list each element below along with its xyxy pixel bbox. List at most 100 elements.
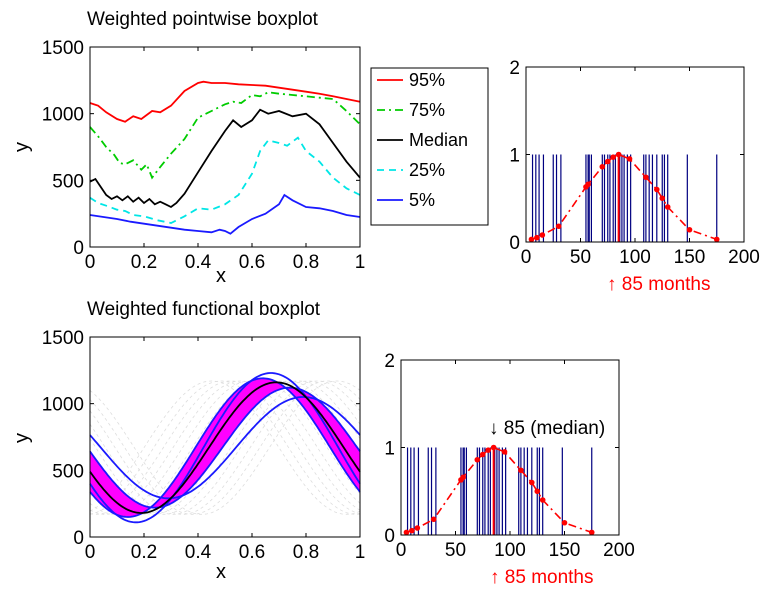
- pointwise-xtick-label: 0: [85, 252, 96, 273]
- series-line-95pct: [89, 80, 361, 123]
- legend-label: Median: [409, 130, 468, 150]
- weights-bottom-weight-curve: [406, 446, 593, 534]
- pointwise-ytick-label: 500: [52, 171, 84, 192]
- functional-xtick-label: 0: [85, 542, 96, 563]
- functional-background-curve: [89, 380, 361, 515]
- weights-top-weight-point: [659, 195, 666, 202]
- functional-xlabel: x: [216, 561, 226, 583]
- weights-bottom-xtick-label: 200: [603, 540, 635, 561]
- functional-background-curve: [89, 380, 361, 515]
- weights-bottom-ytick-label: 1: [384, 439, 395, 460]
- weights-bottom-weight-point: [518, 467, 524, 474]
- functional-background-curve: [89, 380, 361, 515]
- weights-top-xtick-label: 100: [619, 247, 651, 268]
- weights-bottom-weight-point: [501, 449, 508, 455]
- weights-top-weight-point: [654, 186, 660, 193]
- legend-box: [370, 67, 489, 226]
- functional-ylabel: y: [11, 433, 33, 443]
- weights-bottom-xtick-label: 100: [494, 540, 526, 561]
- functional-xtick-label: 0.6: [239, 542, 265, 563]
- weights-bottom-weight-point: [414, 525, 421, 531]
- weights-bottom-weight-point: [479, 451, 486, 458]
- functional-envelope-curve: [89, 372, 361, 524]
- functional-axes-box: [89, 336, 361, 538]
- weights-top-weight-point: [615, 151, 622, 158]
- weights-top-weight-point: [599, 163, 606, 170]
- legend-label: 95%: [409, 70, 445, 90]
- functional-background-curve: [89, 380, 361, 515]
- legend-label: 5%: [409, 190, 435, 210]
- functional-median-curve: [89, 381, 361, 514]
- weights-top-axes-box: [525, 66, 745, 243]
- pointwise-ticks: 0 0.2 0.4 0.6 0.8 1 0 500 1000 1500: [42, 38, 366, 273]
- weights-bottom-weight-point: [529, 479, 535, 486]
- series-line-25pct: [89, 136, 361, 224]
- weights-top-weight-point: [664, 204, 671, 210]
- weights-bottom-ytick-label: 0: [384, 526, 395, 547]
- weights-bottom-weight-point: [460, 474, 466, 481]
- pointwise-legend: 95% 75% Median 25% 5%: [370, 67, 489, 226]
- pointwise-series: [89, 80, 361, 235]
- functional-title: Weighted functional boxplot: [87, 299, 321, 320]
- functional-background-curve: [89, 380, 361, 515]
- pointwise-ylabel: y: [11, 142, 33, 152]
- pointwise-xtick-label: 0.6: [239, 252, 265, 273]
- series-line-75pct: [89, 91, 361, 180]
- weights-bottom-xtick-label: 150: [549, 540, 581, 561]
- weights-top-ticks: 0 50 100 150 200 0 1 2: [509, 58, 759, 268]
- weights-bottom-annotation: ↑ 85 months: [490, 567, 594, 588]
- weights-top-weight-point: [539, 232, 546, 238]
- weights-bottom-weight-point: [485, 447, 492, 453]
- weights-bottom-panel: 0 50 100 150 200 0 1 2 ↓ 85 (median) ↑ 85 month…: [384, 351, 634, 588]
- weights-top-weight-point: [643, 174, 649, 181]
- pointwise-xtick-label: 0.8: [293, 252, 319, 273]
- functional-background-curve: [89, 380, 361, 515]
- functional-background-curve: [89, 380, 361, 515]
- functional-boxplot-panel: Weighted functional boxplot y x 0 0.2 0.4 0…: [11, 299, 365, 583]
- weights-bottom-marks: [403, 444, 595, 536]
- weights-top-weight-point: [555, 223, 562, 230]
- weights-top-xtick-label: 50: [570, 247, 591, 268]
- weights-top-marks: [528, 151, 720, 243]
- pointwise-axes-box: [89, 46, 361, 248]
- functional-envelope-curve: [89, 377, 361, 518]
- weights-top-weight-curve: [531, 153, 718, 241]
- weights-top-panel: 0 50 100 150 200 0 1 2 ↑ 85 months: [509, 58, 759, 295]
- weights-bottom-weight-point: [430, 516, 437, 523]
- functional-xtick-label: 0.4: [185, 542, 212, 563]
- weights-top-xtick-label: 0: [521, 247, 532, 268]
- weights-top-weight-point: [604, 158, 611, 165]
- pointwise-xtick-label: 1: [355, 252, 366, 273]
- weights-bottom-ytick-label: 2: [384, 351, 395, 372]
- weights-bottom-weight-point: [561, 519, 568, 526]
- functional-envelope-curve: [89, 386, 361, 509]
- functional-background-curve: [89, 380, 361, 515]
- pointwise-title: Weighted pointwise boxplot: [87, 9, 319, 30]
- functional-envelope-curve: [89, 396, 361, 500]
- weights-top-xtick-label: 150: [674, 247, 706, 268]
- weights-bottom-weight-point: [490, 444, 497, 451]
- weights-top-weight-point: [713, 236, 720, 243]
- weights-bottom-axes-box: [400, 359, 620, 536]
- weights-bottom-weight-point: [588, 529, 595, 536]
- weights-top-ytick-label: 1: [509, 146, 520, 167]
- weights-bottom-ticks: 0 50 100 150 200 0 1 2: [384, 351, 634, 561]
- pointwise-xtick-label: 0.2: [131, 252, 157, 273]
- weights-bottom-weight-point: [474, 456, 481, 463]
- weights-bottom-xtick-label: 0: [396, 540, 407, 561]
- weights-top-weight-point: [686, 226, 693, 233]
- functional-background-curve: [89, 380, 361, 515]
- weights-top-weight-point: [585, 181, 591, 188]
- functional-central-band: [90, 378, 360, 517]
- functional-xtick-label: 0.2: [131, 542, 157, 563]
- functional-ytick-label: 0: [73, 528, 84, 549]
- pointwise-ytick-label: 1500: [42, 38, 84, 59]
- weights-bottom-xtick-label: 50: [445, 540, 466, 561]
- legend-label: 75%: [409, 100, 445, 120]
- functional-ytick-label: 1000: [42, 395, 84, 416]
- weights-top-weight-point: [528, 236, 535, 243]
- functional-marks: [89, 372, 361, 524]
- functional-ytick-label: 500: [52, 461, 84, 482]
- weights-bottom-weight-point: [539, 497, 546, 503]
